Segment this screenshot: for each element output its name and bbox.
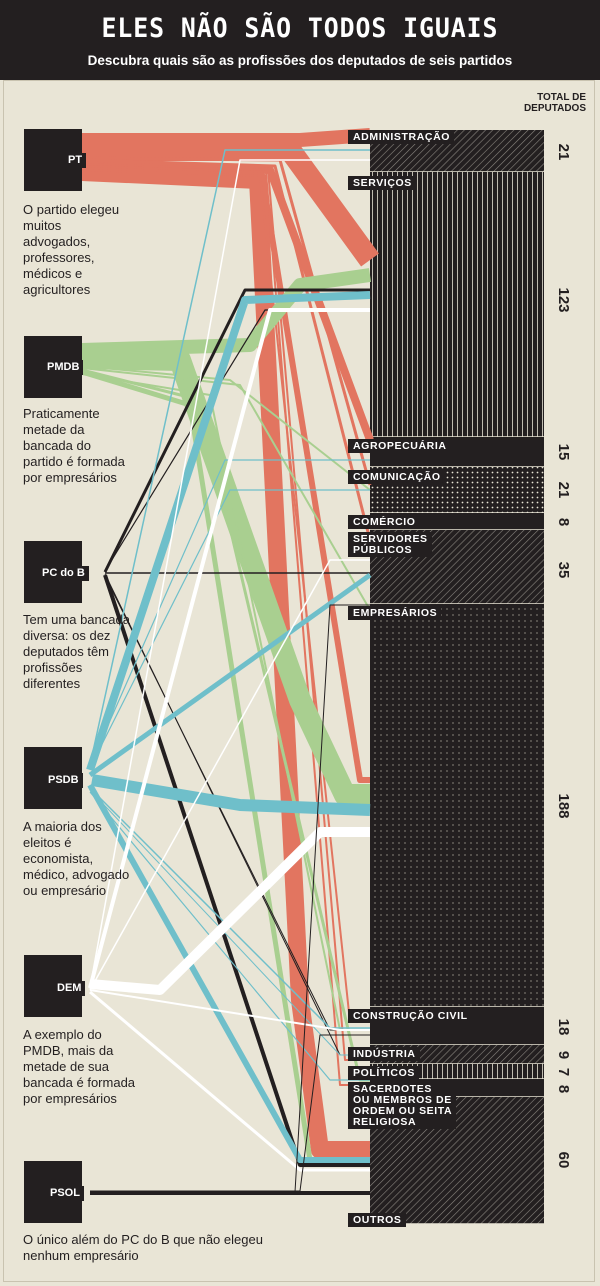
- totals-header-line-1: TOTAL DE: [537, 92, 586, 103]
- category-label-11: OUTROS: [348, 1213, 406, 1227]
- header: ELES NÃO SÃO TODOS IGUAIS Descubra quais…: [0, 0, 600, 80]
- flow-line: [88, 308, 370, 989]
- party-description-psdb: A maioria dos eleitos é economista, médi…: [23, 819, 130, 898]
- category-label-10: SACERDOTES OU MEMBROS DE ORDEM OU SEITA …: [348, 1082, 457, 1129]
- category-total-1: 123: [555, 287, 572, 313]
- category-bar-1: [370, 172, 544, 437]
- category-label-0: ADMINISTRAÇÃO: [348, 130, 455, 144]
- flow-line: [90, 1034, 370, 1192]
- party-name-pmdb: PMDB: [44, 360, 84, 375]
- category-total-2: 15: [555, 443, 572, 461]
- flow-line: [103, 574, 370, 1167]
- flow-line: [89, 459, 370, 767]
- category-total-6: 188: [555, 793, 572, 819]
- flow-line: [89, 489, 370, 769]
- category-label-1: SERVIÇOS: [348, 176, 416, 190]
- content-frame: [3, 80, 595, 1282]
- flow-line: [81, 268, 371, 357]
- flow-line: [89, 827, 370, 995]
- flow-line: [89, 791, 370, 1081]
- flow-line: [81, 367, 371, 611]
- party-name-psdb: PSDB: [45, 773, 83, 788]
- party-description-psol: O único além do PC do B que não elegeu n…: [23, 1232, 263, 1263]
- category-bar-6: [370, 604, 544, 1007]
- flow-line: [81, 158, 374, 442]
- category-label-4: COMÉRCIO: [348, 515, 420, 529]
- party-name-dem: DEM: [54, 981, 86, 996]
- flow-line: [86, 291, 371, 772]
- flow-line: [89, 559, 370, 991]
- page-title: ELES NÃO SÃO TODOS IGUAIS: [101, 13, 499, 44]
- category-total-5: 35: [555, 561, 572, 579]
- page-subtitle: Descubra quais são as profissões dos dep…: [87, 53, 513, 68]
- flow-line: [103, 288, 370, 573]
- flow-line: [87, 783, 370, 1163]
- party-description-pcdob: Tem uma bancada diversa: os dez deputado…: [23, 612, 130, 691]
- flow-line: [81, 163, 370, 1159]
- party-description-dem: A exemplo do PMDB, mais da metade de sua…: [23, 1027, 136, 1106]
- flow-line: [81, 158, 372, 541]
- totals-header-line-2: DEPUTADOS: [523, 103, 586, 114]
- category-total-0: 21: [555, 143, 572, 161]
- category-label-6: EMPRESÁRIOS: [348, 606, 442, 620]
- flow-line: [89, 159, 370, 989]
- party-description-pmdb: Praticamente metade da bancada do partid…: [23, 406, 125, 485]
- profession-column: [370, 130, 544, 1225]
- party-name-psol: PSOL: [47, 1186, 84, 1201]
- flow-line: [81, 347, 370, 806]
- party-name-pcdob: PC do B: [39, 566, 89, 581]
- category-total-11: 60: [555, 1151, 572, 1169]
- category-total-3: 21: [555, 481, 572, 499]
- party-description-pt: O partido elegeu muitos advogados, profe…: [23, 202, 120, 297]
- flow-line: [81, 365, 371, 491]
- category-label-3: COMUNICAÇÃO: [348, 470, 445, 484]
- category-label-5: SERVIDORES PÚBLICOS: [348, 532, 432, 557]
- flow-line: [90, 604, 370, 1193]
- category-label-2: AGROPECUÁRIA: [348, 439, 451, 453]
- category-total-4: 8: [555, 517, 572, 527]
- category-label-9: POLÍTICOS: [348, 1066, 419, 1080]
- flow-line: [89, 989, 370, 1031]
- category-total-10: 8: [555, 1084, 572, 1094]
- totals-header: TOTAL DE DEPUTADOS: [476, 92, 586, 114]
- flow-line: [89, 149, 370, 766]
- party-name-pt: PT: [65, 153, 87, 168]
- category-total-7: 18: [555, 1018, 572, 1036]
- flow-line: [89, 990, 370, 1172]
- flow-line: [88, 572, 372, 778]
- category-label-8: INDÚSTRIA: [348, 1047, 420, 1061]
- category-label-7: CONSTRUÇÃO CIVIL: [348, 1009, 472, 1023]
